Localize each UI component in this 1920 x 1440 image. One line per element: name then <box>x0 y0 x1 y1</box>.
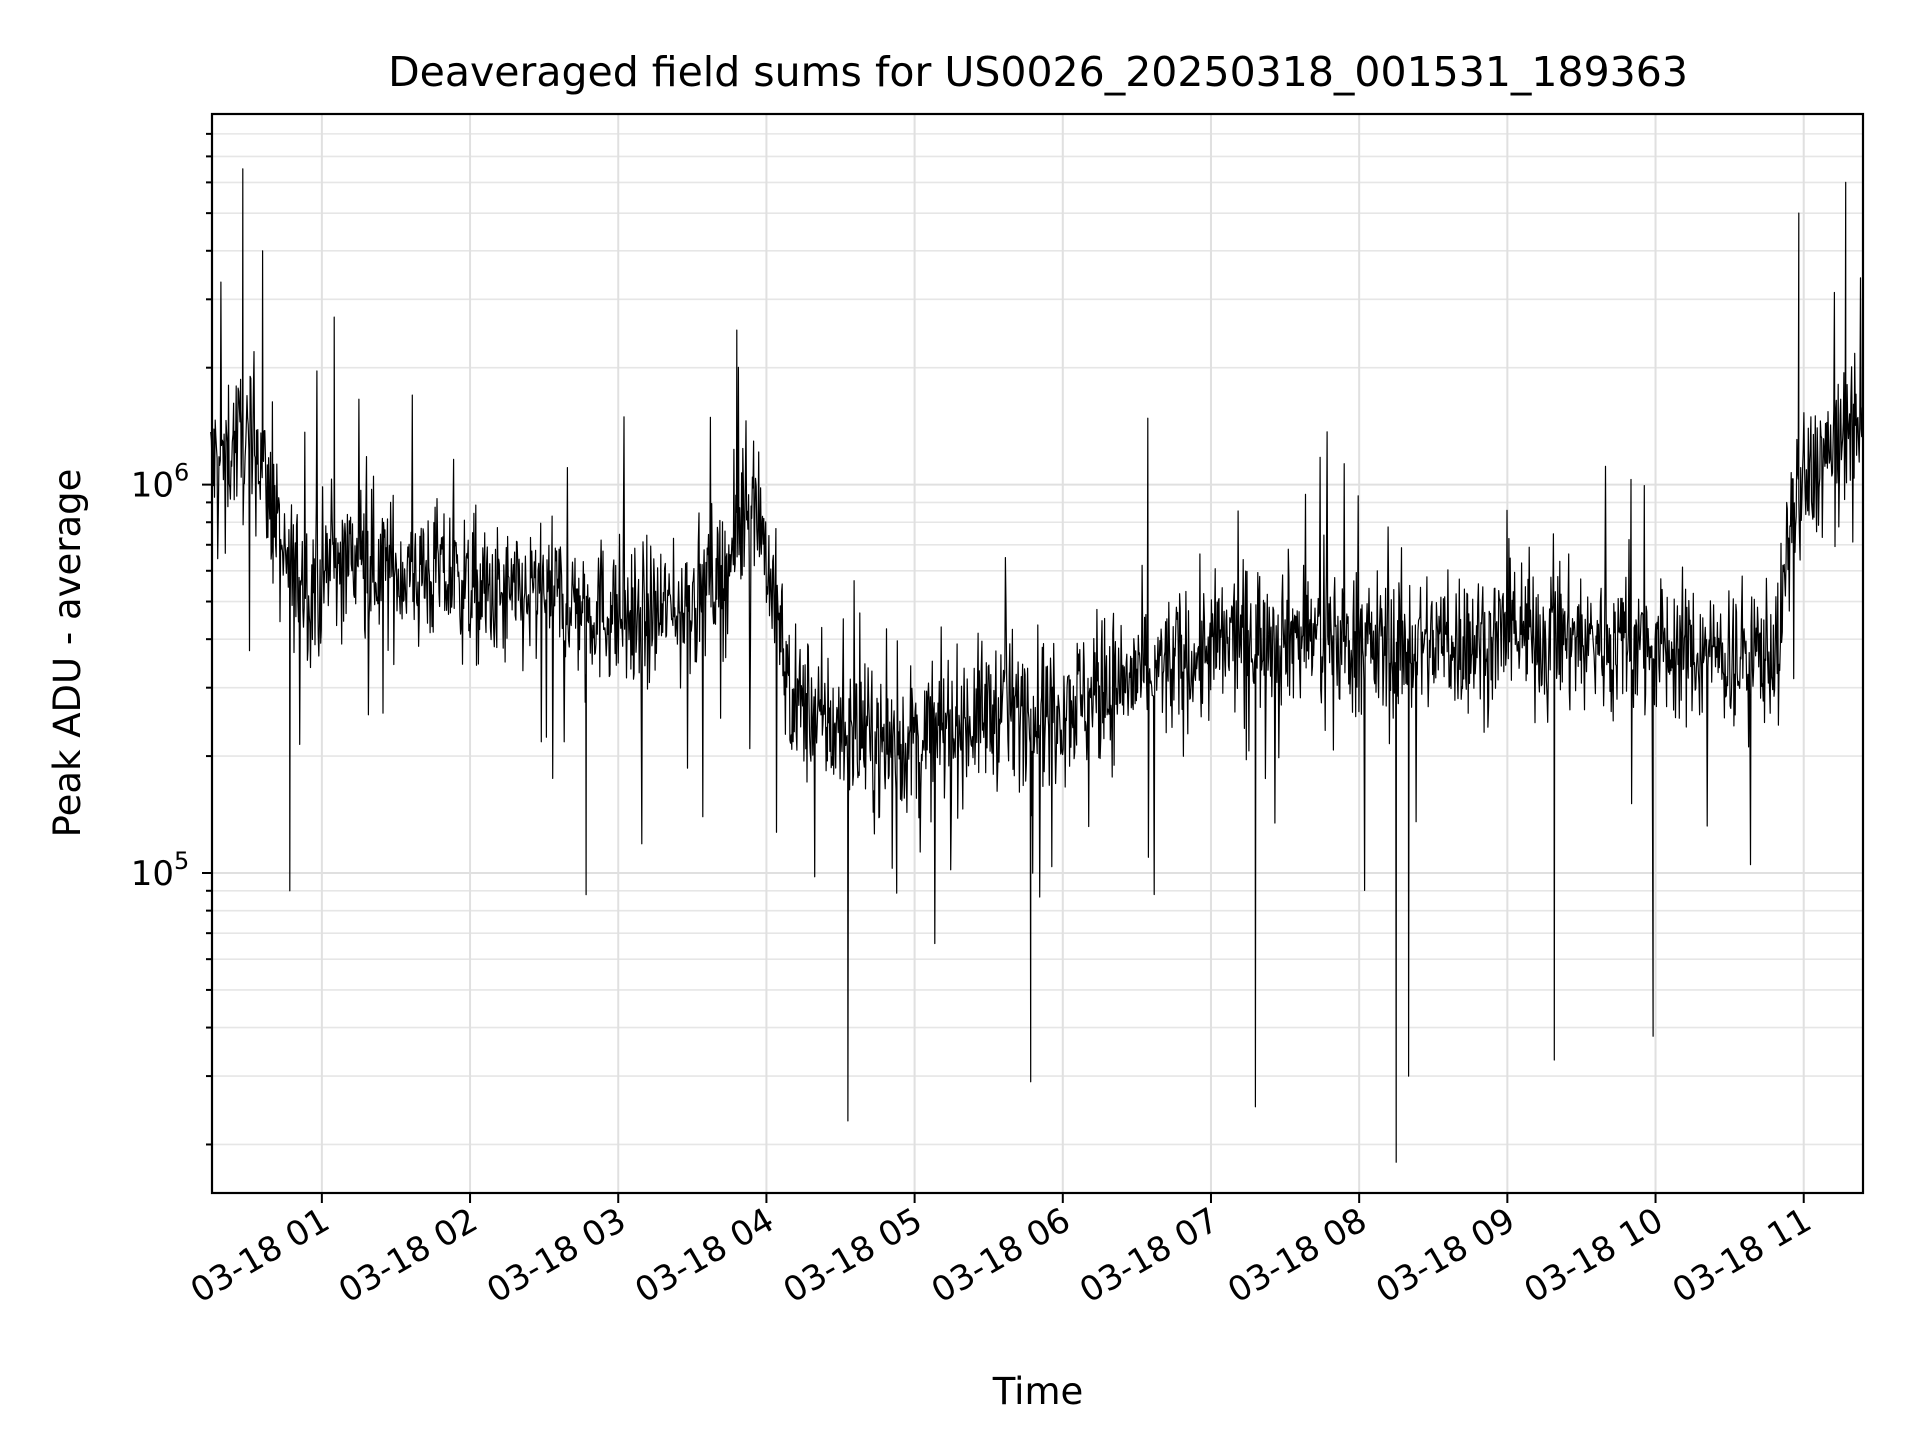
x-tick-label: 03-18 07 <box>1073 1200 1225 1311</box>
grid <box>212 114 1863 1193</box>
series-group <box>210 168 1864 1163</box>
plot-frame <box>210 112 1865 1195</box>
y-tick-label: 105 <box>131 847 190 894</box>
y-tick-label: 106 <box>131 459 190 506</box>
x-tick-label: 03-18 06 <box>925 1200 1077 1311</box>
x-tick-label: 03-18 08 <box>1221 1200 1373 1311</box>
x-tick-label: 03-18 10 <box>1518 1200 1670 1311</box>
x-tick-label: 03-18 01 <box>184 1200 336 1311</box>
x-tick-label: 03-18 09 <box>1369 1200 1521 1311</box>
x-tick-label: 03-18 03 <box>480 1200 632 1311</box>
y-axis: 105 106 <box>131 132 212 1146</box>
series-line <box>210 168 1864 1163</box>
x-tick-label: 03-18 11 <box>1666 1200 1818 1311</box>
y-axis-label: Peak ADU - average <box>46 469 89 838</box>
x-tick-label: 03-18 05 <box>777 1200 929 1311</box>
x-tick-label: 03-18 02 <box>332 1200 484 1311</box>
chart-title: Deaveraged field sums for US0026_2025031… <box>388 48 1688 96</box>
x-axis-label: Time <box>992 1370 1084 1413</box>
x-tick-label: 03-18 04 <box>629 1200 781 1311</box>
